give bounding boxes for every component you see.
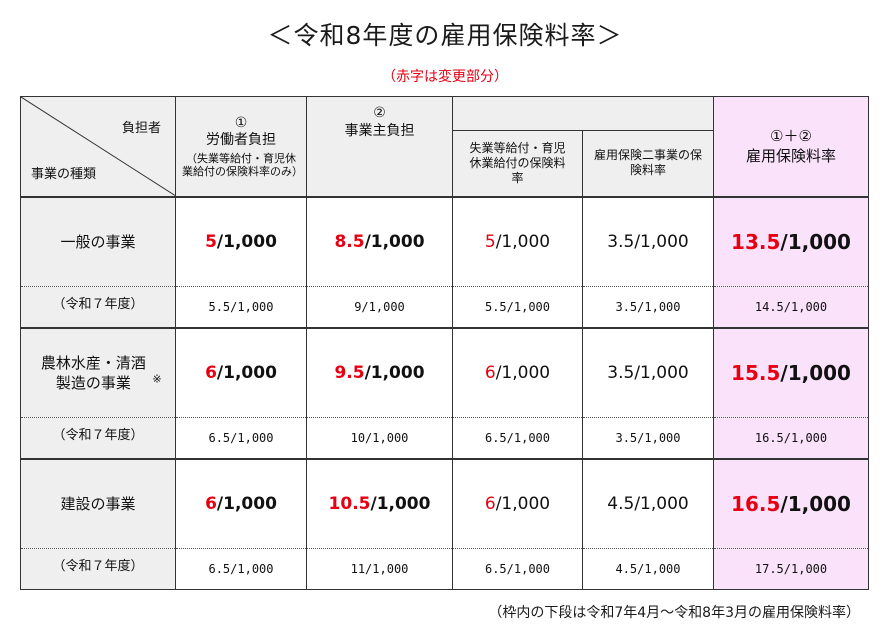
employer-rate: 10.5/1,000: [306, 457, 453, 549]
total-header: ①＋② 雇用保険料率: [713, 96, 869, 197]
header-row-bottom: 失業等給付・育児休業給付の保険料率 雇用保険二事業の保険料率: [21, 130, 869, 197]
row-label: 農林水産・清酒製造の事業 ※: [20, 326, 176, 418]
prev-worker-rate: 5.5/1,000: [175, 286, 307, 328]
total-header-label: 雇用保険料率: [745, 147, 836, 166]
employer-two-projects-header: 雇用保険二事業の保険料率: [582, 130, 714, 197]
worker-header-label: 労働者負担: [206, 132, 276, 149]
row-label: 一般の事業: [20, 195, 176, 287]
prev-employer-rate: 9/1,000: [306, 286, 453, 328]
asterisk-mark: ※: [152, 371, 162, 385]
prev-employer-two-projects-rate: 3.5/1,000: [582, 286, 714, 328]
changed-note: （赤字は変更部分）: [382, 69, 508, 85]
footnote: （枠内の下段は令和7年4月～令和8年3月の雇用保険料率）: [488, 605, 860, 621]
worker-rate: 6/1,000: [175, 457, 307, 549]
total-header-num: ①＋②: [770, 127, 812, 145]
table-row: 農林水産・清酒製造の事業 ※ 6/1,000 9.5/1,000 6/1,000 …: [20, 326, 869, 418]
worker-rate: 5/1,000: [175, 195, 307, 287]
diagonal-line: [21, 97, 175, 196]
employer-two-projects-rate: 4.5/1,000: [582, 457, 714, 549]
employer-unemployment-rate: 5/1,000: [452, 195, 583, 287]
page-title: ＜令和8年度の雇用保険料率＞: [267, 21, 623, 50]
total-rate: 16.5/1,000: [713, 457, 869, 549]
table-row: 建設の事業 6/1,000 10.5/1,000 6/1,000 4.5/1,0…: [20, 457, 869, 549]
prev-worker-rate: 6.5/1,000: [175, 548, 307, 590]
employer-header: ② 事業主負担: [306, 96, 453, 197]
employer-rate: 9.5/1,000: [306, 326, 453, 418]
header-row-top: 負担者 事業の種類 ① 労働者負担 （失業等給付・育児休業給付の保険料率のみ） …: [20, 96, 869, 197]
total-rate: 15.5/1,000: [713, 326, 869, 418]
worker-rate: 6/1,000: [175, 326, 307, 418]
worker-header-num: ①: [234, 114, 248, 131]
table-row-previous: （令和７年度） 5.5/1,000 9/1,000 5.5/1,000 3.5/…: [20, 286, 869, 328]
previous-year-label: （令和７年度）: [20, 286, 176, 328]
prev-employer-two-projects-rate: 3.5/1,000: [582, 417, 714, 459]
employer-header-num: ②: [373, 105, 386, 121]
prev-employer-rate: 10/1,000: [306, 417, 453, 459]
table-row: 一般の事業 5/1,000 8.5/1,000 5/1,000 3.5/1,00…: [20, 195, 869, 287]
prev-employer-unemployment-rate: 5.5/1,000: [452, 286, 583, 328]
corner-header: 負担者 事業の種類: [20, 96, 176, 197]
row-label: 建設の事業: [20, 457, 176, 549]
prev-employer-rate: 11/1,000: [306, 548, 453, 590]
prev-total-rate: 17.5/1,000: [713, 548, 869, 590]
prev-worker-rate: 6.5/1,000: [175, 417, 307, 459]
prev-employer-unemployment-rate: 6.5/1,000: [452, 417, 583, 459]
rate-table: 負担者 事業の種類 ① 労働者負担 （失業等給付・育児休業給付の保険料率のみ） …: [20, 96, 869, 590]
employer-unemployment-rate: 6/1,000: [452, 457, 583, 549]
corner-top-label: 負担者: [121, 121, 161, 136]
employer-header-span: [452, 96, 714, 131]
total-rate: 13.5/1,000: [713, 195, 869, 287]
prev-total-rate: 16.5/1,000: [713, 417, 869, 459]
worker-header-sub: （失業等給付・育児休業給付の保険料率のみ）: [182, 151, 303, 178]
corner-bottom-label: 事業の種類: [31, 166, 97, 182]
worker-header: ① 労働者負担 （失業等給付・育児休業給付の保険料率のみ）: [175, 96, 307, 197]
employer-rate: 8.5/1,000: [306, 195, 453, 287]
employer-two-projects-rate: 3.5/1,000: [582, 326, 714, 418]
table-row-previous: （令和７年度） 6.5/1,000 10/1,000 6.5/1,000 3.5…: [20, 417, 869, 459]
table-row-previous: （令和７年度） 6.5/1,000 11/1,000 6.5/1,000 4.5…: [20, 548, 869, 590]
employer-unemployment-rate: 6/1,000: [452, 326, 583, 418]
employer-two-projects-rate: 3.5/1,000: [582, 195, 714, 287]
prev-employer-two-projects-rate: 4.5/1,000: [582, 548, 714, 590]
previous-year-label: （令和７年度）: [20, 417, 176, 459]
previous-year-label: （令和７年度）: [20, 548, 176, 590]
prev-total-rate: 14.5/1,000: [713, 286, 869, 328]
employer-unemployment-header: 失業等給付・育児休業給付の保険料率: [452, 130, 583, 197]
employer-header-label: 事業主負担: [344, 122, 415, 139]
prev-employer-unemployment-rate: 6.5/1,000: [452, 548, 583, 590]
